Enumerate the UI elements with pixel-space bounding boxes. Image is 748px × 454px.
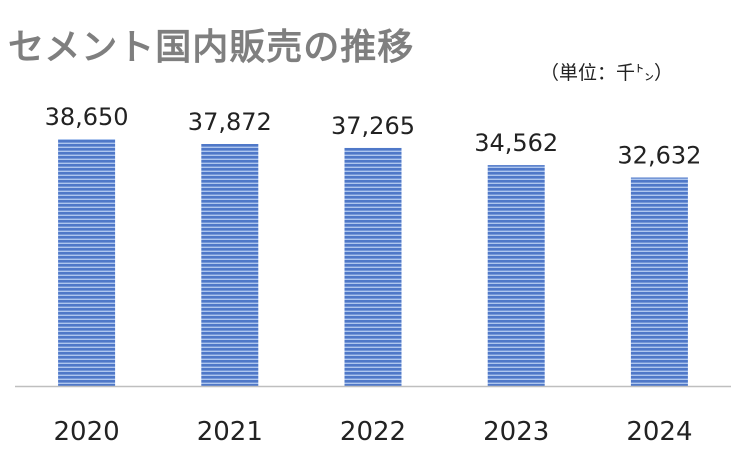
x-tick-label-2021: 2021	[197, 417, 263, 447]
data-label-2020: 38,650	[45, 103, 129, 131]
x-tick-label-2023: 2023	[483, 417, 549, 447]
data-label-2023: 34,562	[474, 129, 558, 157]
x-tick-label-2024: 2024	[626, 417, 692, 447]
chart-title: セメント国内販売の推移	[8, 27, 415, 68]
x-tick-label-2022: 2022	[340, 417, 406, 447]
bar-2020	[58, 139, 116, 386]
bar-2023	[487, 165, 545, 386]
data-label-2021: 37,872	[188, 108, 272, 136]
data-label-2022: 37,265	[331, 112, 415, 140]
bar-2021	[201, 144, 259, 386]
bar-2024	[630, 177, 688, 386]
bar-2022	[344, 147, 402, 386]
x-tick-label-2020: 2020	[54, 417, 120, 447]
unit-label: （単位：千㌧）	[540, 62, 674, 84]
data-label-2024: 32,632	[617, 142, 701, 170]
